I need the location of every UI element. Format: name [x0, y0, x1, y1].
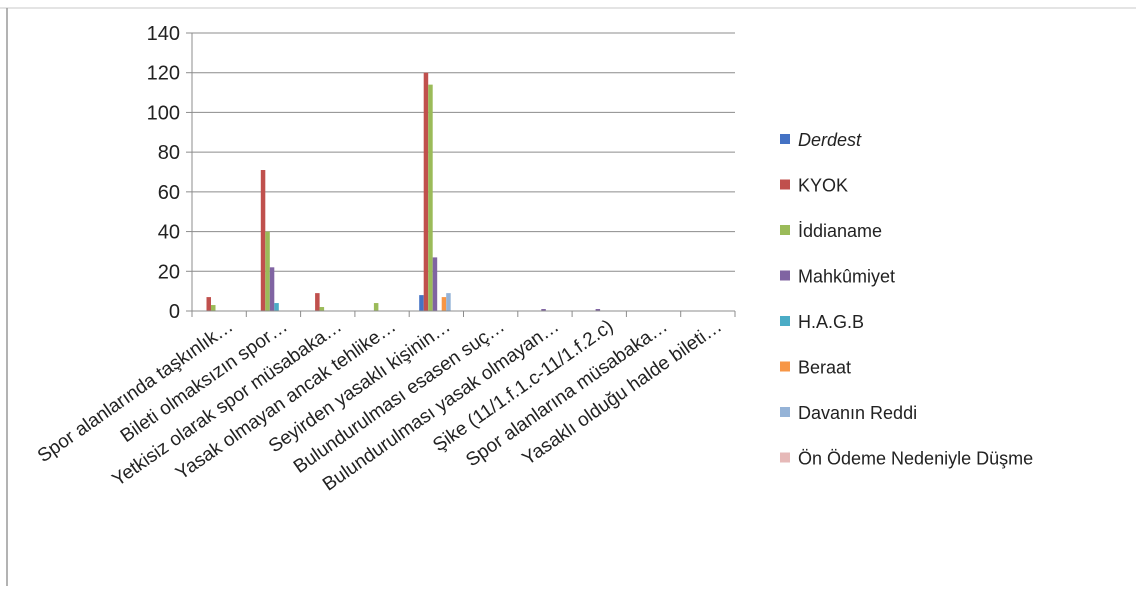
bar: [260, 170, 266, 311]
y-tick-label: 140: [147, 23, 180, 45]
legend-swatch: [780, 361, 790, 372]
y-tick-label: 100: [147, 102, 180, 124]
legend-swatch: [780, 179, 790, 190]
bar: [269, 267, 275, 311]
legend-swatch: [780, 316, 790, 326]
y-tick-label: 120: [147, 63, 180, 85]
bar: [274, 303, 279, 311]
legend-item: Davanın Reddi: [780, 403, 917, 423]
bar: [446, 293, 451, 311]
bar: [373, 303, 379, 311]
legend-label: Ön Ödeme Nedeniyle Düşme: [798, 449, 1033, 469]
legend-item: Derdest: [780, 130, 862, 150]
bar: [423, 72, 429, 311]
legend-label: İddianame: [798, 221, 882, 241]
legend-item: Ön Ödeme Nedeniyle Düşme: [780, 449, 1033, 469]
bar: [541, 309, 546, 311]
y-tick-label: 80: [158, 142, 180, 164]
bar: [419, 295, 424, 311]
legend-swatch: [780, 452, 790, 463]
y-tick-label: 60: [158, 182, 180, 204]
bar: [595, 309, 601, 311]
y-tick-label: 20: [158, 261, 180, 283]
legend-swatch: [780, 134, 790, 144]
legend-item: KYOK: [780, 176, 848, 196]
legend-swatch: [780, 225, 790, 235]
bar: [211, 305, 216, 311]
legend-item: Beraat: [780, 358, 851, 378]
bar: [206, 297, 211, 311]
legend-label: Derdest: [798, 130, 862, 150]
y-tick-label: 0: [169, 301, 180, 323]
legend-swatch: [780, 407, 790, 417]
legend-label: Davanın Reddi: [798, 403, 917, 423]
legend-label: H.A.G.B: [798, 312, 864, 332]
y-tick-label: 40: [158, 222, 180, 244]
bar: [428, 84, 433, 311]
legend-item: İddianame: [780, 221, 882, 241]
legend-label: Mahkûmiyet: [798, 267, 895, 287]
legend-label: KYOK: [798, 176, 848, 196]
bar: [265, 231, 270, 311]
legend-item: Mahkûmiyet: [780, 267, 895, 287]
bar: [432, 257, 438, 311]
bar: [441, 297, 447, 311]
bar: [319, 307, 325, 311]
bar: [315, 293, 320, 311]
legend-label: Beraat: [798, 358, 851, 378]
legend-item: H.A.G.B: [780, 312, 864, 332]
legend-swatch: [780, 270, 790, 281]
